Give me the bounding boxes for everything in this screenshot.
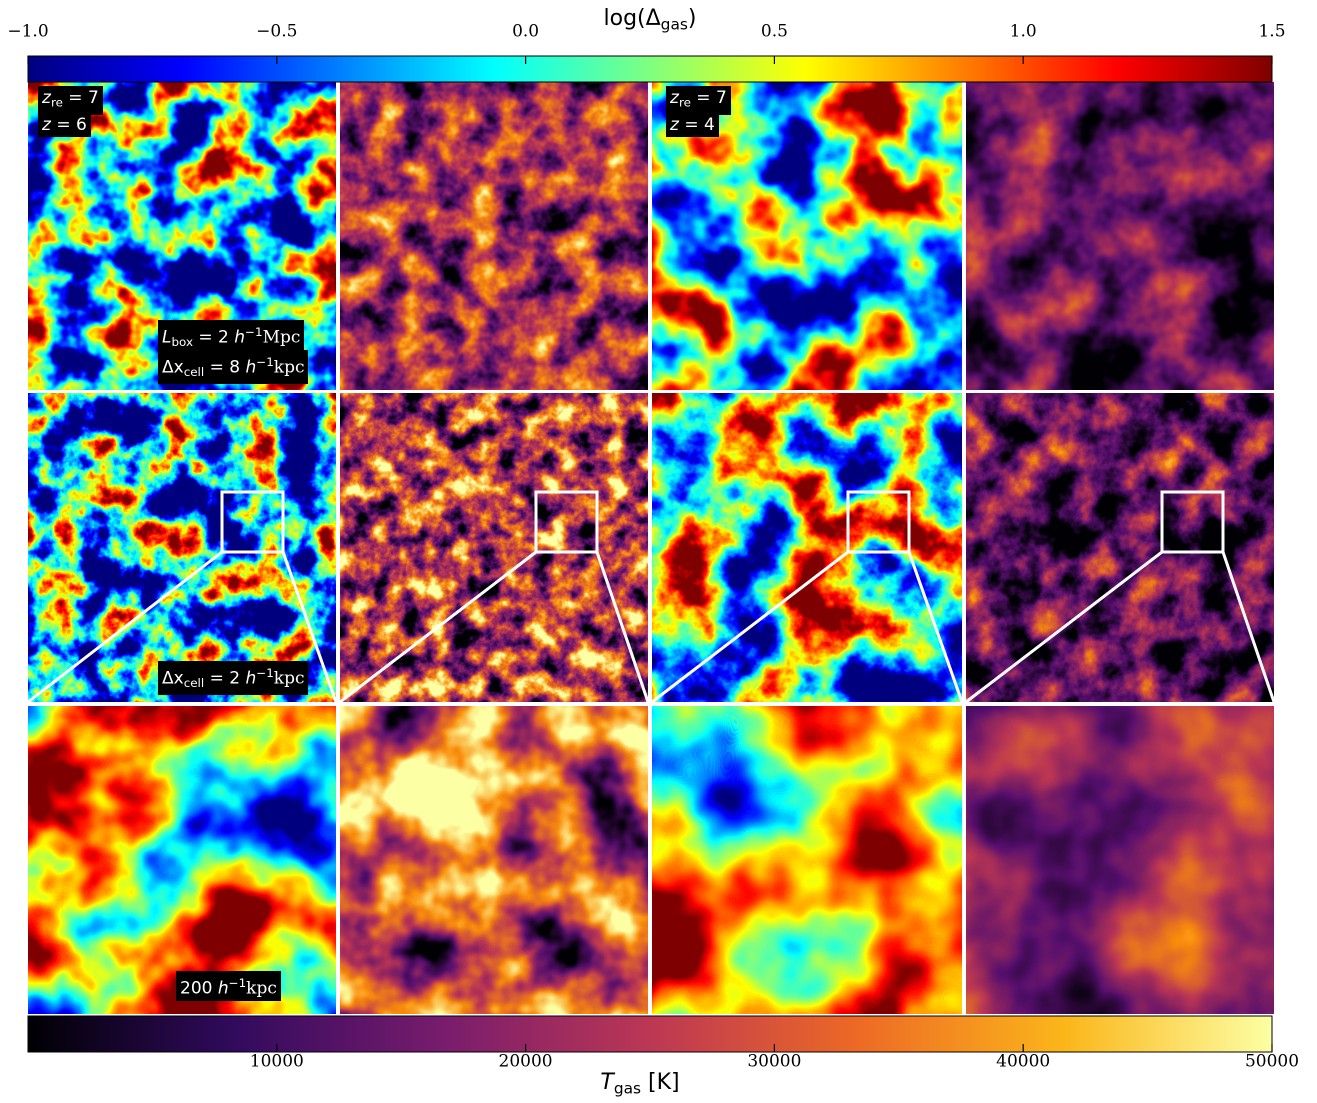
tick-label: 1.0 [1010,22,1037,42]
label-part: 200 [180,978,218,999]
panel-annotation: Lbox = 2 h−1Mpc [158,320,305,355]
label-part: kpc [273,357,305,378]
zoom-box [1160,490,1225,554]
label-part: h [217,978,229,999]
label-part: h [234,327,246,348]
label-part: L [162,327,172,348]
label-part: −1 [256,666,274,680]
tick-label: 20000 [499,1052,553,1072]
label-part: z [670,88,679,108]
label-part: Mpc [262,327,301,348]
image-panel [966,82,1274,390]
panel-annotation: z = 6 [38,113,91,137]
label-part: Δx [162,357,184,378]
zoom-box [220,490,285,554]
label-part: T [600,1070,614,1095]
label-part: = 6 [50,115,87,135]
zoom-box [846,490,911,554]
tick-label: 0.5 [761,22,788,42]
tick-label: 30000 [747,1052,801,1072]
tick-label: 1.5 [1258,22,1285,42]
zoom-line [651,550,849,704]
label-part: h [245,668,257,689]
zoom-line [595,551,650,703]
tick-label: 50000 [1245,1052,1299,1072]
panel-annotation: zre = 7 [666,86,731,115]
label-part: −1 [228,976,247,990]
label-part: = 2 [192,327,235,348]
label-part: [K] [641,1070,680,1095]
zoom-box [534,490,599,554]
tick-label: 40000 [996,1052,1050,1072]
label-part: −1 [256,355,274,369]
tick-label: 10000 [250,1052,304,1072]
image-panel [340,82,648,390]
image-panel [652,393,962,702]
zoom-line [339,550,537,704]
label-part: z [42,115,51,135]
label-part: = 4 [678,115,715,135]
tick-label: −0.5 [256,22,297,42]
label-part: = 7 [690,88,727,108]
label-part: cell [183,365,205,380]
image-panel [652,706,962,1014]
label-part: gas [613,1079,642,1098]
label-part: z [670,115,679,135]
colorbar-label: log(Δgas) [604,6,697,34]
panel-annotation: 200 h−1kpc [176,971,281,1001]
label-part: log(Δ [603,6,661,31]
tick-label: 0.0 [512,22,539,42]
zoom-line [281,551,338,703]
panel-annotation: zre = 7 [38,86,103,115]
image-panel [966,706,1274,1014]
label-part: re [50,95,63,110]
zoom-line [965,550,1163,704]
zoom-line [27,550,223,704]
panel-annotation: z = 4 [666,113,719,137]
label-part: cell [183,676,205,691]
label-part: ) [687,6,697,31]
label-part: gas [660,15,688,34]
label-part: = 8 [204,357,246,378]
colorbar [27,55,1273,83]
label-part: = 2 [204,668,246,689]
image-panel [966,393,1274,702]
label-part: z [42,88,51,108]
label-part: Δx [162,668,184,689]
colorbar-label: Tgas [K] [600,1070,679,1098]
label-part: box [171,335,193,350]
label-part: kpc [246,978,277,999]
image-panel [28,706,336,1014]
zoom-line [907,551,964,703]
label-part: −1 [245,325,263,339]
colorbar [27,1015,1273,1053]
label-part: kpc [273,668,305,689]
image-panel [28,393,336,702]
label-part: h [245,357,257,378]
tick-label: −1.0 [7,22,48,42]
zoom-line [1221,551,1276,703]
panel-annotation: Δxcell = 2 h−1kpc [158,661,309,696]
image-panel [340,393,648,702]
label-part: = 7 [62,88,99,108]
panel-annotation: Δxcell = 8 h−1kpc [158,350,309,385]
label-part: re [678,95,691,110]
image-panel [340,706,648,1014]
